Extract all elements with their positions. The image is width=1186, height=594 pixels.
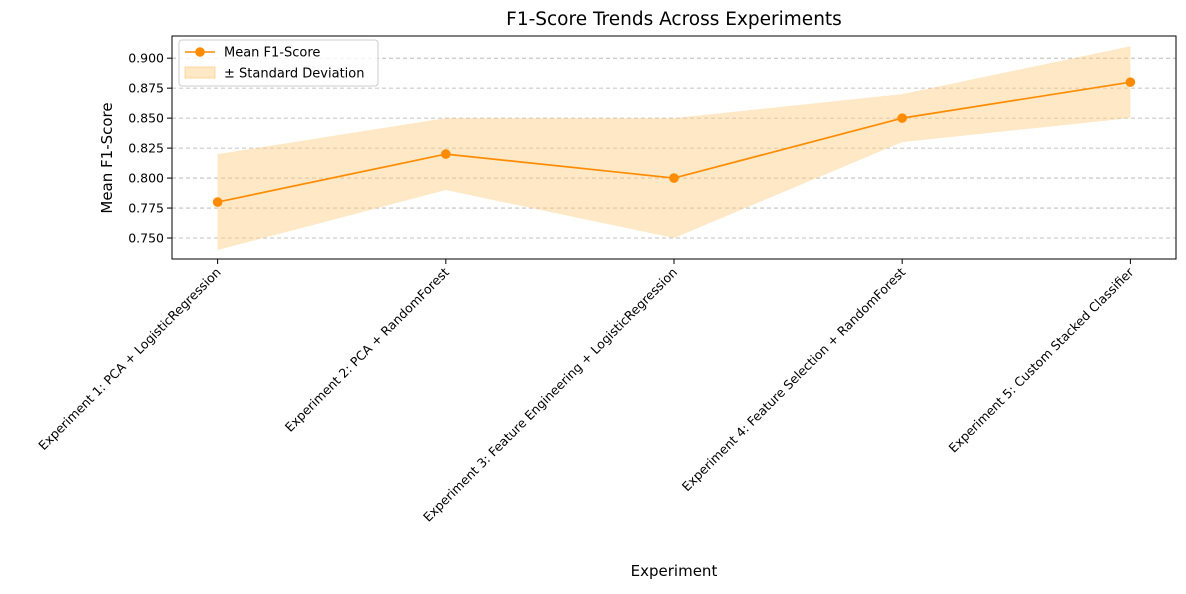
x-axis-label: Experiment <box>631 562 718 580</box>
x-tick-label-5: Experiment 5: Custom Stacked Classifier <box>946 264 1138 456</box>
series-points-layer <box>212 77 1136 207</box>
x-tick-label-3: Experiment 3: Feature Engineering + Logi… <box>420 265 680 525</box>
y-tick-label-5: 0.875 <box>128 81 164 96</box>
x-tick-label-2: Experiment 2: PCA + RandomForest <box>282 264 452 434</box>
std-band-layer <box>217 46 1131 251</box>
legend-label-std: ± Standard Deviation <box>224 67 364 82</box>
y-tick-label-0: 0.750 <box>128 231 164 246</box>
data-point-4 <box>897 113 907 123</box>
y-ticks-layer: 0.750 0.775 0.800 0.825 0.850 0.875 0.900 <box>128 51 172 246</box>
y-tick-label-4: 0.850 <box>128 111 164 126</box>
legend-band-swatch <box>184 66 216 79</box>
data-point-2 <box>441 149 451 159</box>
data-point-3 <box>669 173 679 183</box>
legend: Mean F1-Score ± Standard Deviation <box>178 39 379 87</box>
data-point-1 <box>212 197 223 207</box>
x-ticks-layer: Experiment 1: PCA + LogisticRegression Ex… <box>35 259 1137 525</box>
grid-layer <box>172 57 1176 239</box>
data-point-5 <box>1125 77 1136 87</box>
x-tick-label-1: Experiment 1: PCA + LogisticRegression <box>35 265 223 453</box>
chart-title: F1-Score Trends Across Experiments <box>506 9 842 30</box>
y-tick-label-2: 0.800 <box>128 171 164 186</box>
y-axis-label: Mean F1-Score <box>98 102 116 213</box>
y-tick-label-6: 0.900 <box>128 51 164 66</box>
y-tick-label-3: 0.825 <box>128 141 164 156</box>
legend-label-mean: Mean F1-Score <box>224 46 320 61</box>
std-band <box>217 46 1131 251</box>
legend-marker-swatch <box>195 47 205 57</box>
legend-frame <box>178 39 379 87</box>
x-tick-label-4: Experiment 4: Feature Selection + Random… <box>679 264 909 494</box>
y-tick-label-1: 0.775 <box>128 201 164 216</box>
